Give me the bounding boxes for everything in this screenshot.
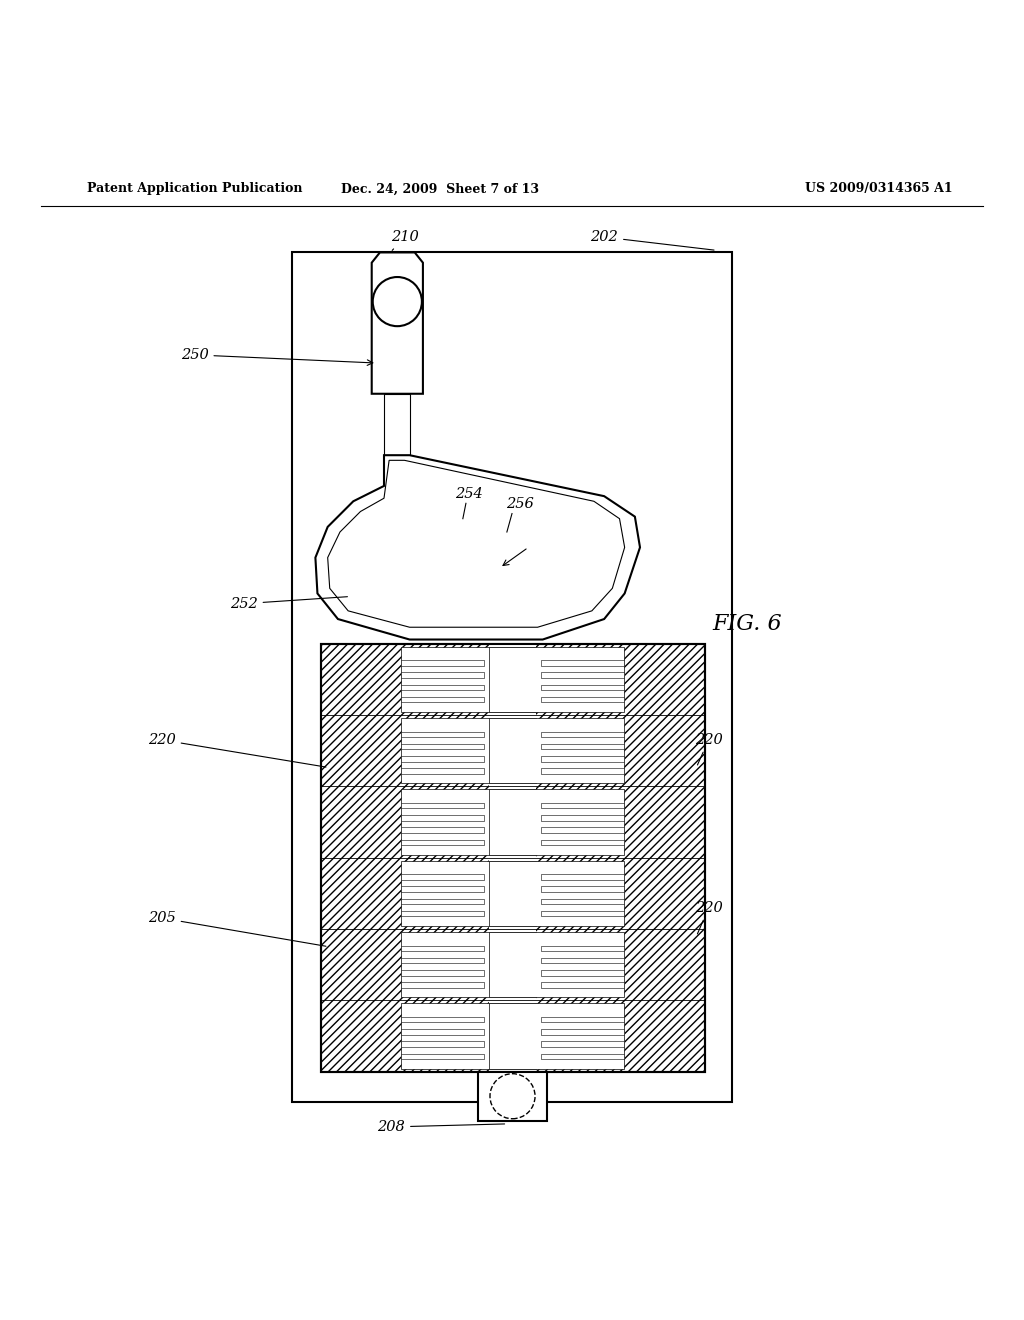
Bar: [292, 252, 732, 1102]
Bar: [541, 982, 624, 987]
Bar: [401, 647, 536, 711]
Bar: [541, 743, 624, 750]
Circle shape: [373, 277, 422, 326]
Text: 208: 208: [377, 1119, 505, 1134]
Text: 210: 210: [390, 230, 419, 251]
Bar: [401, 1016, 484, 1023]
Bar: [489, 644, 536, 1072]
Bar: [541, 1030, 624, 1035]
Text: 220: 220: [694, 733, 723, 766]
Bar: [401, 958, 484, 964]
Bar: [541, 768, 624, 774]
Bar: [541, 697, 624, 702]
Bar: [541, 899, 624, 904]
Bar: [384, 393, 410, 455]
Text: 250: 250: [180, 348, 373, 366]
Bar: [401, 861, 536, 925]
Bar: [401, 672, 484, 678]
Bar: [401, 768, 484, 774]
Bar: [401, 840, 484, 845]
Text: 256: 256: [506, 498, 535, 511]
Bar: [401, 756, 484, 762]
Text: US 2009/0314365 A1: US 2009/0314365 A1: [805, 182, 952, 195]
Bar: [541, 803, 624, 808]
Bar: [401, 1053, 484, 1059]
Bar: [541, 731, 624, 737]
Polygon shape: [372, 252, 423, 393]
Bar: [489, 932, 624, 998]
Bar: [489, 647, 624, 711]
Bar: [541, 660, 624, 665]
Bar: [401, 1030, 484, 1035]
Bar: [489, 789, 624, 854]
Bar: [401, 803, 484, 808]
Text: 202: 202: [590, 230, 714, 249]
Bar: [401, 731, 484, 737]
Bar: [401, 816, 484, 821]
Bar: [321, 644, 705, 1072]
Bar: [541, 1016, 624, 1023]
Bar: [401, 899, 484, 904]
Bar: [477, 1072, 547, 1121]
Bar: [401, 945, 484, 952]
Bar: [401, 660, 484, 665]
Bar: [401, 970, 484, 975]
Bar: [541, 1041, 624, 1047]
Bar: [541, 945, 624, 952]
Bar: [401, 887, 484, 892]
Text: 254: 254: [455, 487, 483, 502]
Bar: [401, 1041, 484, 1047]
Bar: [401, 874, 484, 879]
Text: Patent Application Publication: Patent Application Publication: [87, 182, 302, 195]
Text: 220: 220: [694, 900, 723, 935]
Bar: [401, 828, 484, 833]
Bar: [401, 718, 536, 783]
Text: 205: 205: [147, 911, 326, 946]
Bar: [401, 685, 484, 690]
Bar: [401, 743, 484, 750]
Bar: [541, 1053, 624, 1059]
Bar: [401, 982, 484, 987]
Bar: [541, 958, 624, 964]
Bar: [541, 685, 624, 690]
Bar: [541, 874, 624, 879]
Bar: [321, 644, 705, 1072]
Text: Dec. 24, 2009  Sheet 7 of 13: Dec. 24, 2009 Sheet 7 of 13: [341, 182, 540, 195]
Text: 252: 252: [229, 597, 347, 611]
Bar: [401, 1003, 536, 1069]
Text: FIG. 6: FIG. 6: [713, 614, 782, 635]
Bar: [541, 828, 624, 833]
Bar: [541, 756, 624, 762]
Bar: [489, 861, 624, 925]
Bar: [401, 789, 536, 854]
Bar: [541, 970, 624, 975]
Bar: [541, 840, 624, 845]
Bar: [541, 887, 624, 892]
Text: 220: 220: [147, 733, 326, 767]
Polygon shape: [315, 455, 640, 639]
Bar: [541, 816, 624, 821]
Bar: [541, 672, 624, 678]
Bar: [401, 911, 484, 916]
Bar: [489, 718, 624, 783]
Bar: [489, 1003, 624, 1069]
Bar: [401, 697, 484, 702]
Bar: [541, 911, 624, 916]
Bar: [401, 932, 536, 998]
